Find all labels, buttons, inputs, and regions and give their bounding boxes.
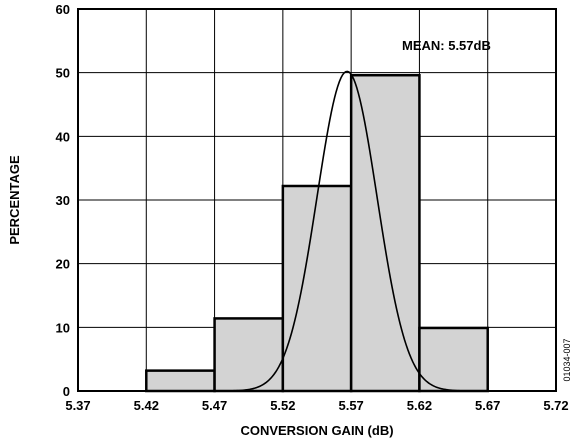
plot-frame xyxy=(77,8,557,392)
y-tick-label-2: 20 xyxy=(56,257,70,272)
x-tick-label-7: 5.72 xyxy=(543,398,568,413)
y-tick-label-1: 10 xyxy=(56,320,70,335)
x-tick-labels: 5.37 5.42 5.47 5.52 5.57 5.62 5.67 5.72 xyxy=(65,398,568,413)
histogram-bar-3 xyxy=(281,184,353,393)
y-tick-label-4: 40 xyxy=(56,129,70,144)
figure-id: 01034-007 xyxy=(562,338,572,381)
histogram-bar-1 xyxy=(145,369,216,393)
y-tick-label-3: 30 xyxy=(56,193,70,208)
x-tick-label-1: 5.42 xyxy=(134,398,159,413)
y-tick-label-6: 60 xyxy=(56,2,70,17)
x-axis-title: CONVERSION GAIN (dB) xyxy=(240,423,393,438)
y-tick-label-5: 50 xyxy=(56,66,70,81)
mean-annotation: MEAN: 5.57dB xyxy=(402,38,491,53)
x-tick-label-5: 5.62 xyxy=(407,398,432,413)
x-tick-label-2: 5.47 xyxy=(202,398,227,413)
histogram-bar-2 xyxy=(213,317,285,393)
x-tick-label-6: 5.67 xyxy=(475,398,500,413)
x-tick-label-3: 5.52 xyxy=(270,398,295,413)
x-tick-label-4: 5.57 xyxy=(338,398,363,413)
y-axis-title: PERCENTAGE xyxy=(7,155,22,245)
y-tick-labels: 0 10 20 30 40 50 60 xyxy=(56,2,70,399)
bars xyxy=(145,73,489,393)
x-tick-label-0: 5.37 xyxy=(65,398,90,413)
histogram-bar-5 xyxy=(418,326,489,393)
histogram-bar-4 xyxy=(349,73,421,393)
y-tick-label-0: 0 xyxy=(63,384,70,399)
